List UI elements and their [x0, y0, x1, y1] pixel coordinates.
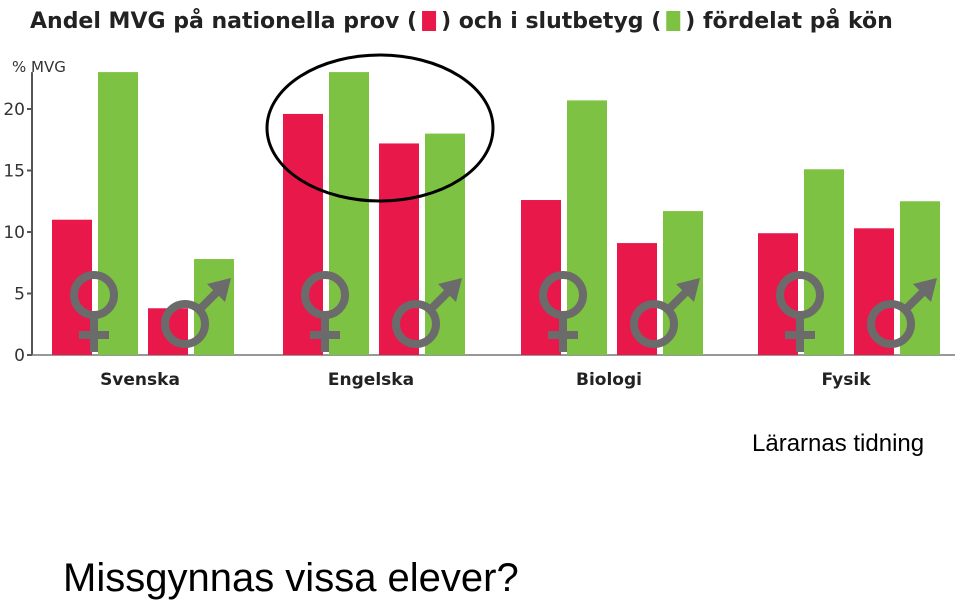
y-tick-label: 0 [14, 346, 25, 366]
bar-fysik-female-slutbetyg [804, 169, 844, 355]
male-symbol-icon [630, 278, 700, 348]
highlight-ellipse [265, 53, 495, 203]
female-symbol-icon [301, 271, 349, 352]
gender-mvg-bar-chart: Andel MVG på nationella prov ( ) och i sl… [3, 8, 955, 390]
female-symbol-icon [776, 271, 824, 352]
y-tick-label: 20 [3, 100, 25, 120]
female-symbol-icon [70, 271, 118, 352]
category-label: Biologi [576, 370, 642, 390]
source-label: Lärarnas tidning [752, 430, 925, 457]
male-symbol-icon [392, 278, 462, 348]
legend-swatch-nationella-prov [422, 11, 437, 31]
female-symbol-icon [539, 271, 587, 352]
bar-engelska-male-slutbetyg [425, 133, 465, 355]
bars-group [52, 72, 940, 355]
y-tick-label: 15 [3, 162, 25, 182]
category-label: Svenska [100, 370, 180, 390]
y-tick-label: 5 [14, 285, 25, 305]
chart-title-part2: ) och i slutbetyg ( [441, 9, 661, 34]
male-symbol-icon [867, 278, 937, 348]
question-heading: Missgynnas vissa elever? [63, 556, 519, 600]
male-symbol-icon [161, 278, 231, 348]
gender-symbols-group [70, 271, 937, 352]
y-axis-label: % MVG [12, 58, 66, 76]
category-labels: Svenska Engelska Biologi Fysik [100, 370, 871, 390]
category-label: Fysik [821, 370, 871, 390]
chart-title-part3: ) fördelat på kön [685, 8, 893, 34]
bar-engelska-female-nationella_prov [283, 113, 323, 355]
category-label: Engelska [328, 370, 414, 390]
chart-title: Andel MVG på nationella prov ( ) och i sl… [30, 8, 893, 34]
legend-swatch-slutbetyg [666, 11, 681, 31]
y-tick-label: 10 [3, 223, 25, 243]
chart-title-part1: Andel MVG på nationella prov ( [30, 8, 417, 34]
